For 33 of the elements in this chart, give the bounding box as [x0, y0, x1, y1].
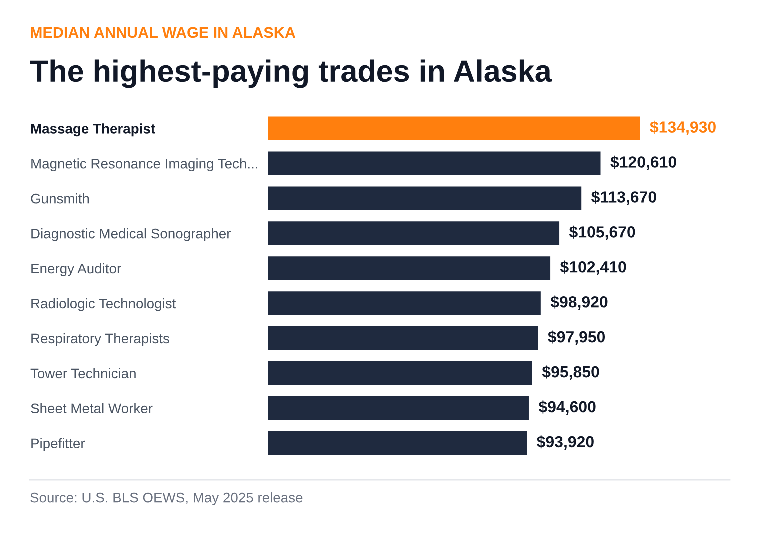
data-label: $93,920: [537, 436, 594, 450]
data-label: $102,410: [560, 260, 626, 276]
y-tick-label: Tower Technician: [30, 368, 136, 379]
bar: [268, 431, 528, 456]
data-label: $98,920: [550, 296, 608, 310]
y-tick-label: Radiologic Technologist: [32, 298, 176, 312]
source-note: Source: U.S. BLS OEWS, May 2025 release: [30, 492, 303, 506]
bar: [268, 152, 601, 176]
data-label: $113,670: [592, 190, 656, 206]
y-tick-label: Diagnostic Medical Sonographer: [32, 228, 231, 242]
data-label: $95,850: [542, 366, 600, 380]
bar: [268, 116, 640, 141]
bar: [268, 186, 582, 210]
data-label: $134,930: [650, 120, 716, 136]
data-label: $97,950: [548, 330, 606, 346]
y-tick-label: Sheet Metal Worker: [31, 403, 153, 414]
data-label: $94,600: [538, 400, 596, 415]
bar: [268, 396, 529, 420]
y-tick-label: Pipefitter: [32, 438, 86, 452]
data-label: $120,610: [610, 156, 676, 170]
y-tick-label: Energy Auditor: [32, 263, 122, 276]
y-tick-label: Gunsmith: [31, 194, 90, 204]
bar: [268, 362, 532, 386]
bar: [268, 256, 551, 280]
bar: [268, 222, 560, 246]
chart-subtitle: MEDIAN ANNUAL WAGE IN ALASKA: [31, 27, 296, 38]
bar: [268, 292, 541, 316]
y-tick-label: Magnetic Resonance Imaging Tech...: [32, 158, 258, 172]
chart-title: The highest-paying trades in Alaska: [30, 60, 552, 88]
y-tick-label: Massage Therapist: [31, 124, 156, 137]
data-label: $105,670: [569, 226, 636, 240]
y-tick-label: Respiratory Therapists: [32, 333, 170, 346]
bar: [268, 326, 538, 350]
